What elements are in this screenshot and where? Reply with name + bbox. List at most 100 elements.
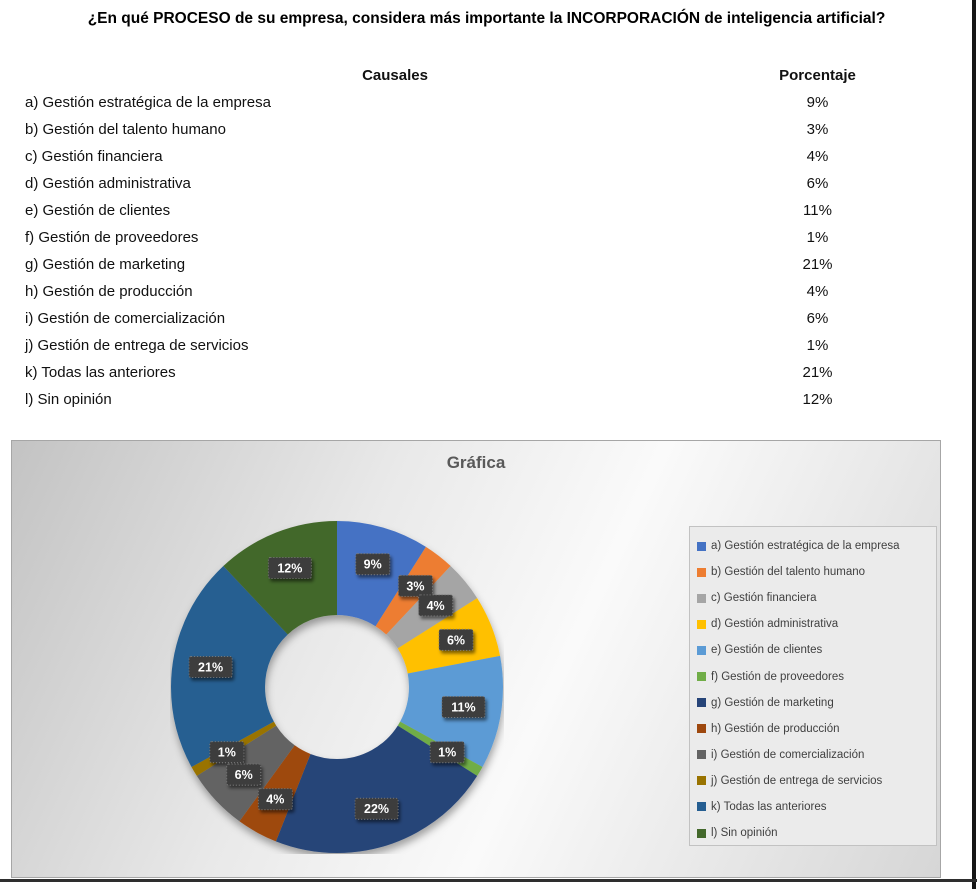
table-row: b) Gestión del talento humano 3% [25, 116, 870, 143]
cause-label: k) Todas las anteriores [25, 364, 176, 381]
legend-item: e) Gestión de clientes [697, 637, 932, 663]
data-label-text: 11% [451, 701, 475, 715]
legend-item: g) Gestión de marketing [697, 690, 932, 716]
legend-swatch-icon [697, 567, 706, 577]
cause-percentage: 6% [806, 310, 829, 327]
legend-item: l) Sin opinión [697, 820, 932, 846]
donut-slice [171, 521, 503, 853]
chart-legend: a) Gestión estratégica de la empresa b) G… [689, 526, 937, 846]
cause-percentage: 4% [806, 148, 829, 165]
legend-swatch-icon [697, 645, 706, 655]
legend-swatch-icon [697, 776, 706, 786]
cell-border-bottom [0, 879, 977, 882]
table-row: i) Gestión de comercialización 6% [25, 305, 870, 332]
table-header-row: Causales Porcentaje [25, 62, 870, 89]
legend-item: a) Gestión estratégica de la empresa [697, 533, 932, 559]
table-row: a) Gestión estratégica de la empresa 9% [25, 89, 870, 116]
cause-label: j) Gestión de entrega de servicios [25, 337, 249, 354]
donut-slice [171, 521, 503, 853]
data-label-box [188, 655, 233, 678]
data-label-box [257, 788, 293, 811]
legend-swatch-icon [697, 724, 706, 734]
data-label-text: 6% [447, 633, 465, 647]
table-row: c) Gestión financiera 4% [25, 143, 870, 170]
legend-item: j) Gestión de entrega de servicios [697, 768, 932, 794]
cause-percentage: 1% [806, 229, 829, 246]
table-row: h) Gestión de producción 4% [25, 278, 870, 305]
data-label-box [355, 553, 391, 576]
data-label-box [441, 696, 486, 719]
legend-swatch-icon [697, 750, 706, 760]
legend-item: f) Gestión de proveedores [697, 663, 932, 689]
legend-label: i) Gestión de comercialización [711, 748, 865, 761]
data-label-box [429, 741, 465, 764]
legend-item: k) Todas las anteriores [697, 794, 932, 820]
data-label-text: 3% [406, 579, 424, 593]
header-causales: Causales [362, 67, 428, 84]
cause-percentage: 11% [803, 202, 832, 219]
question-title: ¿En qué PROCESO de su empresa, considera… [87, 10, 886, 27]
data-label-text: 4% [427, 599, 445, 613]
legend-item: d) Gestión administrativa [697, 611, 932, 637]
header-porcentaje: Porcentaje [779, 67, 856, 84]
legend-label: f) Gestión de proveedores [711, 670, 844, 683]
table-row: e) Gestión de clientes 11% [25, 197, 870, 224]
causes-table: Causales Porcentaje a) Gestión estratégi… [25, 62, 870, 413]
legend-label: a) Gestión estratégica de la empresa [711, 540, 900, 553]
cell-border-right [972, 0, 976, 889]
legend-item: i) Gestión de comercialización [697, 742, 932, 768]
data-label-box [226, 763, 262, 786]
chart-title: Gráfica [446, 453, 506, 472]
data-label-text: 22% [364, 802, 389, 816]
table-row: f) Gestión de proveedores 1% [25, 224, 870, 251]
donut-svg: 9%3%4%6%11%1%22%4%6%1%21%12% [171, 521, 503, 853]
cause-percentage: 9% [806, 94, 829, 111]
legend-label: k) Todas las anteriores [711, 800, 827, 813]
legend-label: e) Gestión de clientes [711, 644, 823, 657]
data-label-box [418, 594, 454, 617]
cause-label: i) Gestión de comercialización [25, 310, 226, 327]
cause-percentage: 6% [806, 175, 829, 192]
data-label-text: 6% [235, 768, 253, 782]
cause-label: h) Gestión de producción [25, 283, 193, 300]
legend-swatch-icon [697, 619, 706, 629]
legend-item: h) Gestión de producción [697, 716, 932, 742]
legend-swatch-icon [697, 593, 706, 603]
cause-label: d) Gestión administrativa [25, 175, 191, 192]
donut-slice [171, 521, 503, 853]
cause-percentage: 21% [802, 364, 833, 381]
legend-label: d) Gestión administrativa [711, 618, 839, 631]
table-row: k) Todas las anteriores 21% [25, 359, 870, 386]
data-label-text: 9% [364, 558, 382, 572]
legend-item: b) Gestión del talento humano [697, 559, 932, 585]
data-label-text: 4% [266, 793, 284, 807]
legend-swatch-icon [697, 802, 706, 812]
cause-percentage: 12% [802, 391, 833, 408]
table-row: d) Gestión administrativa 6% [25, 170, 870, 197]
cause-percentage: 3% [806, 121, 829, 138]
legend-label: b) Gestión del talento humano [711, 566, 866, 579]
data-label-text: 21% [198, 660, 223, 674]
cause-label: g) Gestión de marketing [25, 256, 186, 273]
cause-label: b) Gestión del talento humano [25, 121, 226, 138]
data-label-text: 1% [438, 746, 456, 760]
cause-percentage: 1% [806, 337, 829, 354]
cause-percentage: 21% [802, 256, 833, 273]
donut-chart: 9% 3% 4% 6% 11% 1% 22% 4% 6% 1% 21% 12% [167, 517, 507, 857]
legend-swatch-icon [697, 828, 706, 838]
data-label-box [397, 574, 433, 597]
donut-slice [171, 521, 503, 853]
table-row: g) Gestión de marketing 21% [25, 251, 870, 278]
legend-item: c) Gestión financiera [697, 585, 932, 611]
data-label-box [438, 628, 474, 651]
data-label-box [354, 797, 399, 820]
chart-area: Gráfica 9% 3% 4% 6% 11% 1% 22% 4% 6% 1% 21% 12% a) … [11, 440, 941, 878]
table-row: l) Sin opinión 12% [25, 386, 870, 413]
legend-swatch-icon [697, 541, 706, 551]
legend-label: l) Sin opinión [711, 827, 778, 840]
legend-swatch-icon [697, 672, 706, 682]
data-label-text: 1% [218, 746, 236, 760]
cause-label: f) Gestión de proveedores [25, 229, 199, 246]
cause-label: e) Gestión de clientes [25, 202, 171, 219]
